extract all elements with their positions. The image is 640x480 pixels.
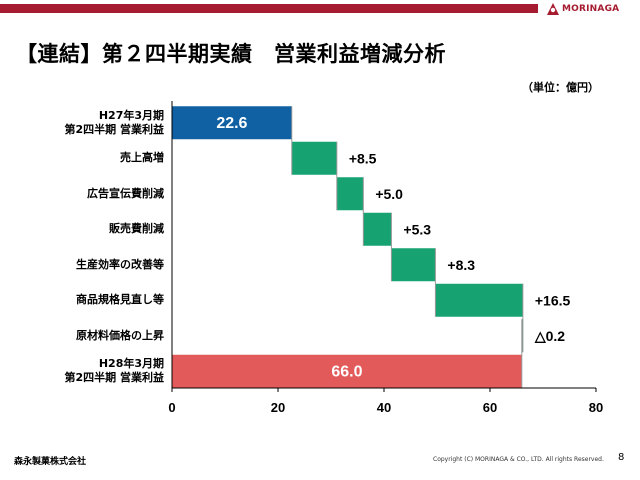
bar-3 [363,212,392,246]
category-label-4: 生産効率の改善等 [76,257,164,271]
data-label-5: +16.5 [535,292,571,308]
top-accent-bar [0,4,538,13]
x-tick-label-0: 0 [168,400,175,415]
page-number: 8 [618,452,625,463]
data-label-4: +8.3 [447,257,475,273]
bar-0 [172,106,292,140]
page-title: 【連結】第２四半期実績 営業利益増減分析 [16,42,446,66]
company-name: 森永製菓株式会社 [14,457,87,467]
x-tick-label-1: 20 [271,400,285,415]
morinaga-angel-icon [547,3,559,15]
x-tick-label-3: 60 [483,400,497,415]
data-label-2: +5.0 [375,186,403,202]
copyright-text: Copyright (C) MORINAGA & CO., LTD. All r… [433,456,604,463]
category-label-7: H28年3月期 第2四半期 営業利益 [64,357,164,385]
data-label-0: 22.6 [216,115,247,132]
category-label-5: 商品規格見直し等 [76,293,164,307]
category-label-1: 売上高増 [120,151,164,165]
category-label-2: 広告宣伝費削減 [87,186,164,200]
data-label-1: +8.5 [349,150,377,166]
x-tick-label-2: 40 [377,400,391,415]
bar-6 [521,319,523,353]
bar-2 [336,177,364,211]
bar-7 [172,354,522,388]
data-label-3: +5.3 [403,221,431,237]
category-label-6: 原材料価格の上昇 [76,328,164,342]
brand-logo: MORINAGA [546,0,640,18]
data-label-6: △0.2 [534,328,565,344]
data-label-7: 66.0 [331,363,362,380]
brand-name: MORINAGA [562,4,620,14]
category-label-3: 販売費削減 [109,222,164,236]
category-label-0: H27年3月期 第2四半期 営業利益 [64,108,164,136]
x-tick-label-4: 80 [589,400,603,415]
unit-note: （単位：億円） [522,81,599,94]
bar-1 [291,141,337,175]
bar-4 [391,248,436,282]
bar-5 [435,283,523,317]
